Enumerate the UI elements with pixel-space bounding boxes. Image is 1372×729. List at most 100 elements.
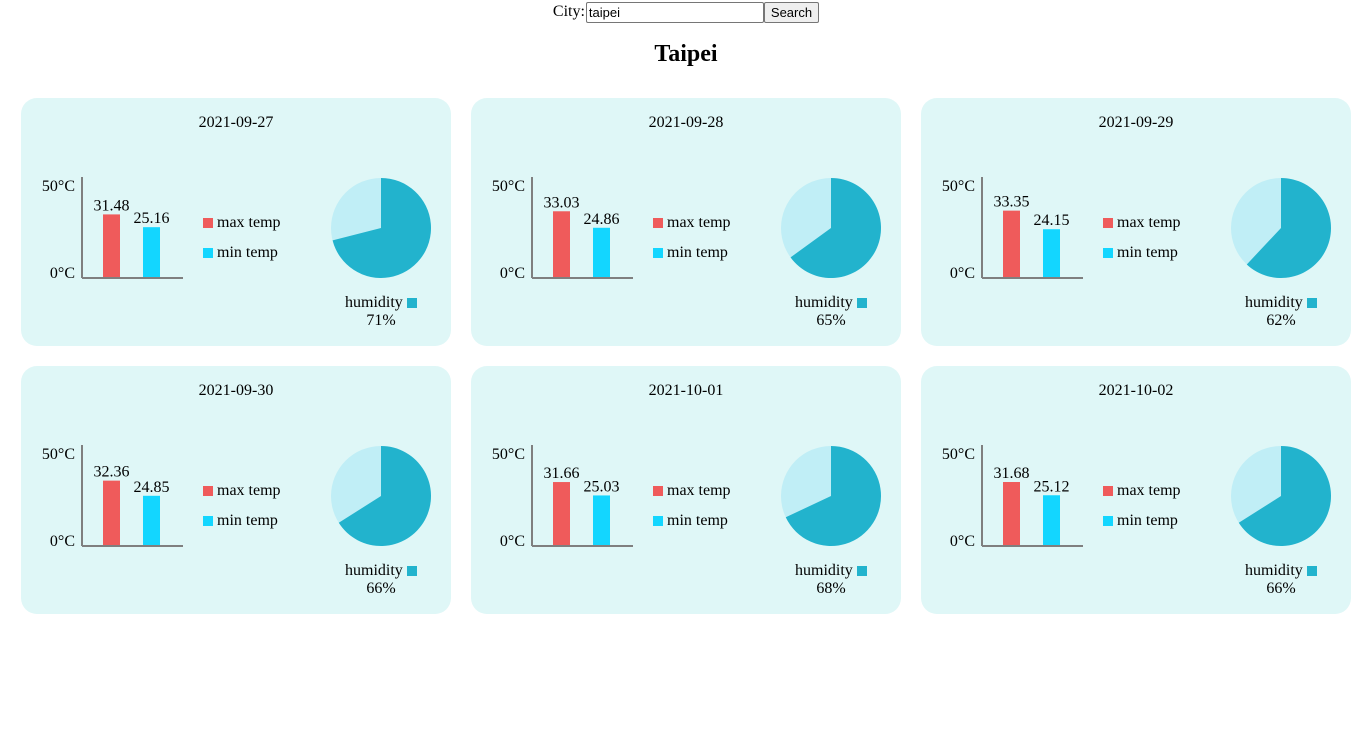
min-temp-value: 25.16 bbox=[134, 210, 170, 227]
min-temp-legend-label: min temp bbox=[217, 512, 278, 529]
humidity-swatch bbox=[1306, 566, 1317, 576]
legend-max-temp: max temp bbox=[1103, 208, 1181, 238]
legend-max-temp: max temp bbox=[653, 208, 731, 238]
humidity-pie-chart bbox=[1231, 446, 1331, 546]
forecast-grid: 2021-09-27 50°C 0°C 31.48 25.16 max temp min t… bbox=[21, 98, 1351, 614]
legend-min-temp: min temp bbox=[1103, 506, 1181, 536]
humidity-pie-chart bbox=[331, 446, 431, 546]
min-temp-bar bbox=[1043, 229, 1060, 277]
humidity-legend: humidity bbox=[1245, 562, 1317, 580]
legend-min-temp: min temp bbox=[203, 238, 281, 268]
humidity-swatch bbox=[856, 298, 867, 308]
humidity-slice bbox=[332, 178, 431, 278]
max-temp-bar bbox=[553, 482, 570, 545]
card-date: 2021-09-29 bbox=[1098, 114, 1174, 131]
humidity-value: 65% bbox=[816, 312, 846, 329]
search-button[interactable]: Search bbox=[763, 1, 820, 23]
temp-legend: max temp min temp bbox=[653, 208, 731, 268]
city-input[interactable] bbox=[585, 1, 764, 23]
min-temp-swatch bbox=[653, 516, 663, 526]
min-temp-swatch bbox=[1103, 248, 1113, 258]
max-temp-legend-label: max temp bbox=[1117, 214, 1181, 231]
humidity-legend-label: humidity bbox=[1245, 562, 1303, 579]
legend-max-temp: max temp bbox=[203, 476, 281, 506]
humidity-legend-label: humidity bbox=[795, 562, 853, 579]
humidity-legend-label: humidity bbox=[1245, 294, 1303, 311]
min-temp-swatch bbox=[1103, 516, 1113, 526]
legend-min-temp: min temp bbox=[1103, 238, 1181, 268]
max-temp-bar bbox=[1003, 210, 1020, 277]
max-temp-bar bbox=[103, 214, 120, 277]
max-temp-legend-label: max temp bbox=[217, 214, 281, 231]
humidity-swatch bbox=[406, 566, 417, 576]
min-temp-legend-label: min temp bbox=[667, 512, 728, 529]
humidity-pie-chart bbox=[781, 446, 881, 546]
legend-max-temp: max temp bbox=[1103, 476, 1181, 506]
min-temp-bar bbox=[593, 227, 610, 277]
y-axis-bottom-label: 0°C bbox=[500, 533, 525, 550]
max-temp-swatch bbox=[1103, 486, 1113, 496]
humidity-legend: humidity bbox=[795, 562, 867, 580]
humidity-slice bbox=[790, 178, 881, 278]
humidity-slice bbox=[1246, 178, 1331, 278]
y-axis-top-label: 50°C bbox=[942, 178, 975, 195]
humidity-value: 68% bbox=[816, 580, 846, 597]
temp-legend: max temp min temp bbox=[203, 476, 281, 536]
humidity-legend-label: humidity bbox=[345, 562, 403, 579]
forecast-card: 2021-10-01 50°C 0°C 31.66 25.03 max temp min t… bbox=[471, 366, 901, 614]
humidity-pie-chart bbox=[331, 178, 431, 278]
temp-legend: max temp min temp bbox=[1103, 476, 1181, 536]
max-temp-value: 33.35 bbox=[994, 194, 1030, 211]
forecast-card: 2021-09-27 50°C 0°C 31.48 25.16 max temp min t… bbox=[21, 98, 451, 346]
humidity-swatch bbox=[856, 566, 867, 576]
humidity-legend: humidity bbox=[345, 294, 417, 312]
forecast-card: 2021-10-02 50°C 0°C 31.68 25.12 max temp min t… bbox=[921, 366, 1351, 614]
min-temp-swatch bbox=[653, 248, 663, 258]
min-temp-swatch bbox=[203, 516, 213, 526]
city-title: Taipei bbox=[654, 41, 718, 67]
y-axis-bottom-label: 0°C bbox=[950, 265, 975, 282]
humidity-value: 62% bbox=[1266, 312, 1296, 329]
y-axis-top-label: 50°C bbox=[42, 446, 75, 463]
legend-min-temp: min temp bbox=[203, 506, 281, 536]
min-temp-legend-label: min temp bbox=[1117, 512, 1178, 529]
max-temp-legend-label: max temp bbox=[1117, 482, 1181, 499]
max-temp-bar bbox=[1003, 482, 1020, 545]
min-temp-value: 25.03 bbox=[584, 478, 620, 495]
min-temp-value: 24.86 bbox=[584, 211, 620, 228]
min-temp-bar bbox=[143, 495, 160, 545]
forecast-card: 2021-09-29 50°C 0°C 33.35 24.15 max temp min t… bbox=[921, 98, 1351, 346]
y-axis-top-label: 50°C bbox=[42, 178, 75, 195]
max-temp-value: 31.68 bbox=[994, 465, 1030, 482]
card-date: 2021-10-02 bbox=[1098, 382, 1174, 399]
card-date: 2021-09-30 bbox=[198, 382, 274, 399]
min-temp-legend-label: min temp bbox=[1117, 244, 1178, 261]
max-temp-swatch bbox=[653, 486, 663, 496]
min-temp-value: 25.12 bbox=[1034, 478, 1070, 495]
max-temp-swatch bbox=[1103, 218, 1113, 228]
min-temp-bar bbox=[143, 227, 160, 277]
max-temp-legend-label: max temp bbox=[217, 482, 281, 499]
legend-max-temp: max temp bbox=[203, 208, 281, 238]
min-temp-legend-label: min temp bbox=[667, 244, 728, 261]
max-temp-legend-label: max temp bbox=[667, 214, 731, 231]
y-axis-top-label: 50°C bbox=[492, 446, 525, 463]
max-temp-swatch bbox=[203, 486, 213, 496]
humidity-slice bbox=[785, 446, 881, 546]
y-axis-bottom-label: 0°C bbox=[50, 265, 75, 282]
legend-min-temp: min temp bbox=[653, 238, 731, 268]
temp-legend: max temp min temp bbox=[203, 208, 281, 268]
humidity-slice bbox=[1238, 446, 1331, 546]
max-temp-bar bbox=[103, 480, 120, 545]
forecast-card: 2021-09-28 50°C 0°C 33.03 24.86 max temp min t… bbox=[471, 98, 901, 346]
humidity-value: 66% bbox=[366, 580, 396, 597]
legend-max-temp: max temp bbox=[653, 476, 731, 506]
max-temp-swatch bbox=[203, 218, 213, 228]
humidity-legend-label: humidity bbox=[345, 294, 403, 311]
humidity-pie-chart bbox=[1231, 178, 1331, 278]
